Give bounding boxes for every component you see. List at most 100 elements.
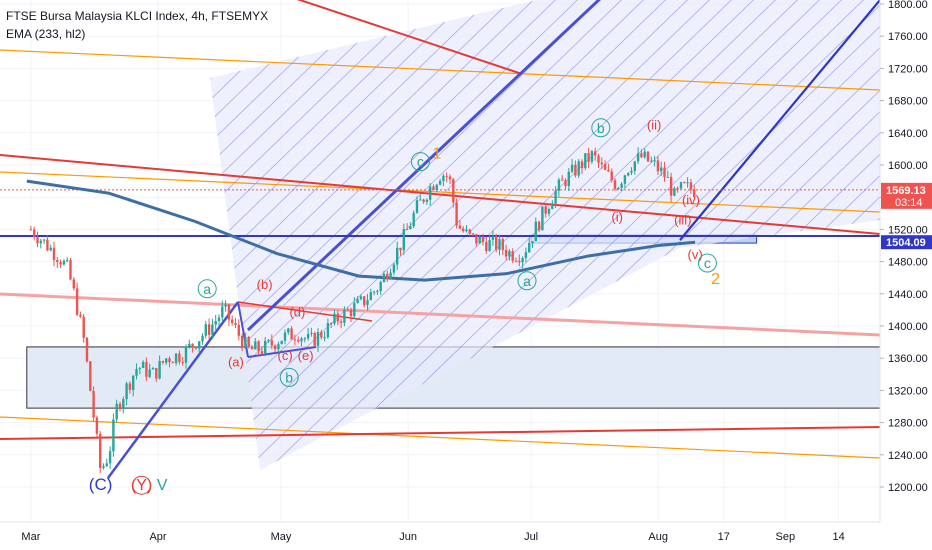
blue-wave-up bbox=[106, 301, 240, 479]
candle-body bbox=[326, 323, 330, 338]
candle-body bbox=[603, 164, 607, 170]
candle-body bbox=[570, 164, 574, 172]
candle-body bbox=[617, 187, 620, 190]
candle-body bbox=[85, 337, 89, 362]
candle-body bbox=[405, 229, 409, 231]
y-tick-label: 1440.00 bbox=[888, 289, 928, 301]
candle-body bbox=[574, 164, 577, 176]
candle-body bbox=[508, 251, 511, 257]
candle-body bbox=[184, 346, 188, 363]
hatch-line bbox=[210, 0, 577, 470]
candle-body bbox=[36, 237, 39, 244]
candle-body bbox=[174, 353, 178, 364]
wave-label: (ii) bbox=[647, 118, 661, 133]
candle-body bbox=[501, 239, 504, 250]
candle-body bbox=[425, 199, 429, 202]
candle-body bbox=[488, 239, 491, 252]
candle-body bbox=[580, 161, 584, 169]
candle-body bbox=[346, 309, 349, 311]
candle-body bbox=[419, 199, 422, 201]
candle-body bbox=[448, 176, 452, 180]
candle-body bbox=[613, 180, 617, 190]
candle-body bbox=[168, 358, 171, 363]
candle-body bbox=[290, 328, 293, 340]
candle-body bbox=[181, 361, 184, 363]
x-tick-label: May bbox=[271, 531, 292, 543]
orange-trend-upper bbox=[0, 49, 880, 91]
candle-body bbox=[333, 313, 336, 324]
candle-body bbox=[653, 160, 656, 162]
candle-body bbox=[442, 175, 445, 181]
candle-body bbox=[468, 229, 471, 234]
candle-body bbox=[349, 309, 353, 317]
indicator-label: EMA (233, hl2) bbox=[6, 27, 86, 41]
candle-body bbox=[303, 338, 306, 340]
candle-body bbox=[141, 361, 145, 368]
y-tick-label: 1720.00 bbox=[888, 63, 928, 75]
candle-body bbox=[409, 226, 412, 230]
candle-body bbox=[244, 336, 247, 349]
candle-body bbox=[660, 167, 663, 172]
candle-body bbox=[207, 324, 211, 335]
red-trend-main bbox=[0, 154, 880, 235]
candle-body bbox=[458, 225, 462, 229]
candle-body bbox=[237, 324, 240, 336]
y-tick-label: 1280.00 bbox=[888, 418, 928, 430]
candle-body bbox=[132, 375, 135, 390]
candle-body bbox=[158, 360, 161, 379]
candle-body bbox=[138, 367, 141, 369]
candle-body bbox=[250, 346, 254, 350]
candle-body bbox=[178, 353, 181, 362]
candle-body bbox=[148, 369, 151, 377]
candle-body bbox=[415, 200, 419, 213]
x-tick-label: 17 bbox=[718, 531, 730, 543]
candle-body bbox=[270, 340, 273, 346]
blue-projection bbox=[679, 0, 880, 241]
y-tick-label: 1200.00 bbox=[888, 482, 928, 494]
candle-body bbox=[429, 186, 432, 200]
candle-body bbox=[597, 155, 600, 163]
candle-body bbox=[531, 241, 534, 244]
wave-label: (C) bbox=[89, 475, 113, 494]
wave-circle bbox=[410, 152, 430, 172]
candle-body bbox=[287, 328, 290, 333]
candle-body bbox=[524, 252, 528, 259]
candle-body bbox=[504, 249, 508, 257]
candle-body bbox=[650, 160, 653, 162]
candle-body bbox=[264, 340, 267, 354]
candle-body bbox=[372, 291, 376, 293]
candle-body bbox=[108, 451, 112, 464]
candle-body bbox=[194, 346, 198, 349]
candle-body bbox=[105, 463, 108, 467]
candle-body bbox=[389, 272, 392, 280]
candle-body bbox=[534, 221, 537, 242]
candle-body bbox=[683, 182, 686, 184]
candle-body bbox=[422, 199, 425, 202]
candle-body bbox=[62, 260, 66, 265]
candle-body bbox=[188, 343, 191, 347]
candle-body bbox=[221, 306, 224, 318]
candle-body bbox=[122, 399, 125, 410]
hatch-line bbox=[235, 0, 797, 470]
price-label-sub: 03:14 bbox=[895, 197, 923, 209]
candle-body bbox=[135, 368, 138, 376]
candle-body bbox=[663, 167, 666, 178]
candle-body bbox=[666, 176, 669, 178]
hatch-line bbox=[210, 0, 423, 470]
candle-body bbox=[481, 236, 485, 242]
candle-body bbox=[191, 343, 194, 347]
y-axis[interactable]: 1200.00 1240.00 1280.00 1320.00 1360.00 1400.… bbox=[880, 0, 928, 494]
candle-body bbox=[620, 183, 623, 188]
x-axis[interactable]: Mar Apr May Jun Jul Aug 17 Sep 14 bbox=[21, 531, 844, 543]
candle-body bbox=[277, 344, 280, 350]
candle-body bbox=[478, 236, 481, 244]
candle-body bbox=[392, 264, 396, 273]
candle-body bbox=[646, 151, 650, 162]
candle-body bbox=[92, 390, 95, 418]
y-tick-label: 1360.00 bbox=[888, 353, 928, 365]
hatch-line bbox=[210, 0, 467, 470]
candle-body bbox=[214, 320, 217, 325]
y-tick-label: 1520.00 bbox=[888, 224, 928, 236]
hatch-line bbox=[210, 0, 379, 470]
